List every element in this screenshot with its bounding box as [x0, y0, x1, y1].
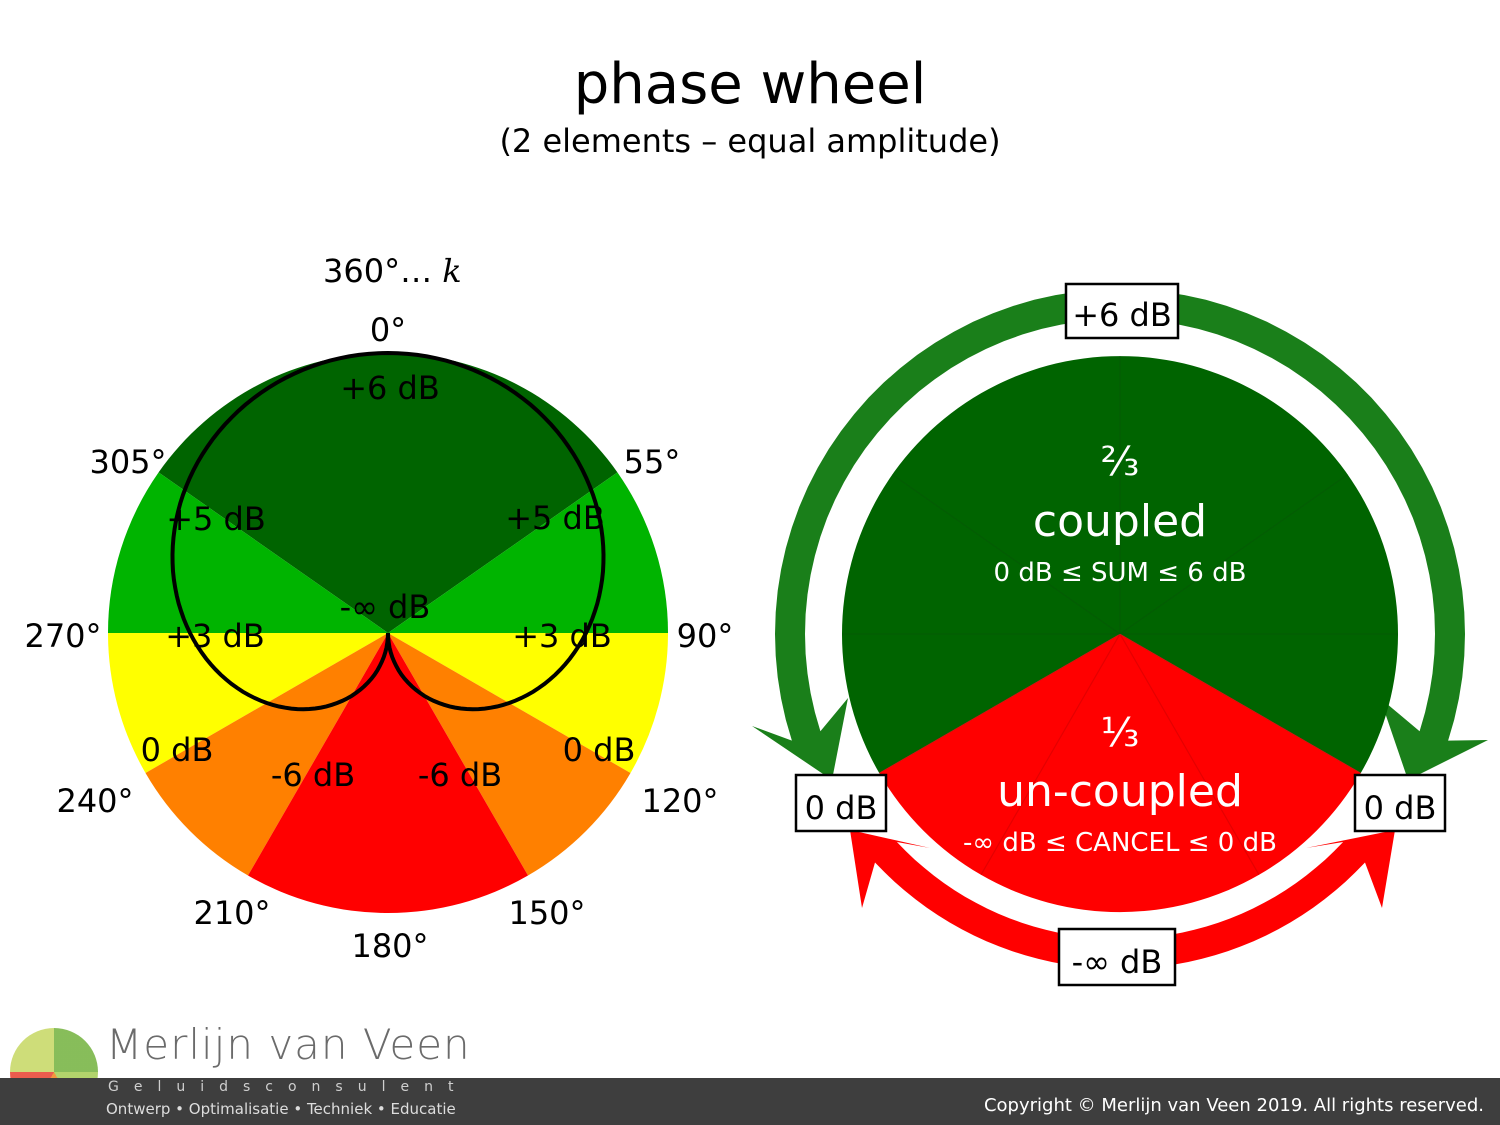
- box-left: [794, 773, 888, 833]
- zone-label-neg-inf: -∞ dB: [340, 588, 431, 626]
- angle-label-360: 360°… k: [323, 252, 462, 290]
- coupled-arc-arrow: [752, 289, 1488, 780]
- box-left-label: 0 dB: [805, 789, 878, 827]
- sector-plus6: [158, 352, 618, 633]
- right-coupling-wheel: ⅔ coupled 0 dB ≤ SUM ≤ 6 dB ⅓ un-coupled…: [752, 282, 1488, 987]
- cardioid-curve: [170, 350, 606, 712]
- footer-bar: [0, 1078, 1500, 1125]
- uncoupled-sector: [879, 634, 1361, 913]
- page-subtitle: (2 elements – equal amplitude): [499, 122, 1001, 160]
- logo-tagline: Geluidsconsulent: [108, 1079, 469, 1095]
- box-right-label: 0 dB: [1364, 789, 1437, 827]
- angle-label-0: 0°: [370, 311, 406, 349]
- box-right: [1353, 773, 1447, 833]
- sector-divider-lines: [842, 356, 1398, 876]
- left-phase-wheel: +6 dB +5 dB +5 dB -∞ dB +3 dB +3 dB 0 dB…: [24, 252, 733, 965]
- sector-divider-line: [980, 633, 1121, 876]
- sector-divider-line: [1119, 474, 1349, 635]
- sector-divider-line: [891, 474, 1121, 635]
- coupled-sector: [842, 356, 1398, 773]
- angle-label-120: 120°: [641, 782, 718, 820]
- angle-label-240: 240°: [56, 782, 133, 820]
- zone-label-plus6: +6 dB: [340, 369, 440, 407]
- zone-label-plus5-right: +5 dB: [505, 499, 605, 537]
- sector-zero-left: [145, 633, 388, 876]
- uncoupled-fraction: ⅓: [1101, 710, 1140, 756]
- coupled-range: 0 dB ≤ SUM ≤ 6 dB: [994, 558, 1247, 588]
- box-bottom-label: -∞ dB: [1072, 943, 1163, 981]
- zone-label-plus3-left: +3 dB: [165, 617, 265, 655]
- angle-label-90: 90°: [677, 617, 734, 655]
- zone-label-minus6-right: -6 dB: [418, 756, 502, 794]
- sector-divider-line: [878, 633, 1121, 774]
- zone-label-zero-left: 0 dB: [141, 731, 214, 769]
- uncoupled-arc-arrow: [850, 830, 1395, 969]
- coupled-fraction: ⅔: [1101, 439, 1140, 485]
- logo-services: Ontwerp • Optimalisatie • Techniek • Edu…: [106, 1100, 456, 1118]
- angle-label-305: 305°: [89, 443, 166, 481]
- sector-divider-line: [1119, 633, 1260, 876]
- zone-label-minus6-left: -6 dB: [271, 756, 355, 794]
- copyright-text: Copyright © Merlijn van Veen 2019. All r…: [983, 1095, 1484, 1116]
- angle-label-270: 270°: [24, 617, 101, 655]
- angle-label-180: 180°: [351, 927, 428, 965]
- angle-label-55: 55°: [624, 443, 681, 481]
- angle-label-150: 150°: [508, 894, 585, 932]
- sector-zero-right: [388, 633, 631, 876]
- angle-label-210: 210°: [193, 894, 270, 932]
- sector-divider-line: [1119, 633, 1362, 774]
- sector-plus3-right: [388, 633, 668, 773]
- uncoupled-range: -∞ dB ≤ CANCEL ≤ 0 dB: [963, 828, 1277, 858]
- box-top-label: +6 dB: [1072, 296, 1172, 334]
- logo-name: Merlijn van Veen: [106, 1020, 471, 1069]
- phase-wheel-diagram: +6 dB +5 dB +5 dB -∞ dB +3 dB +3 dB 0 dB…: [24, 252, 1488, 987]
- zone-label-plus5-left: +5 dB: [166, 500, 266, 538]
- sector-minus6: [248, 633, 528, 914]
- page-title: phase wheel: [573, 52, 927, 117]
- coupled-label: coupled: [1033, 496, 1207, 547]
- zone-label-zero-right: 0 dB: [563, 731, 636, 769]
- box-top: [1064, 282, 1180, 340]
- zone-label-plus3-right: +3 dB: [512, 617, 612, 655]
- box-bottom: [1057, 927, 1177, 987]
- uncoupled-label: un-coupled: [997, 766, 1243, 817]
- sector-plus3-left: [107, 633, 388, 773]
